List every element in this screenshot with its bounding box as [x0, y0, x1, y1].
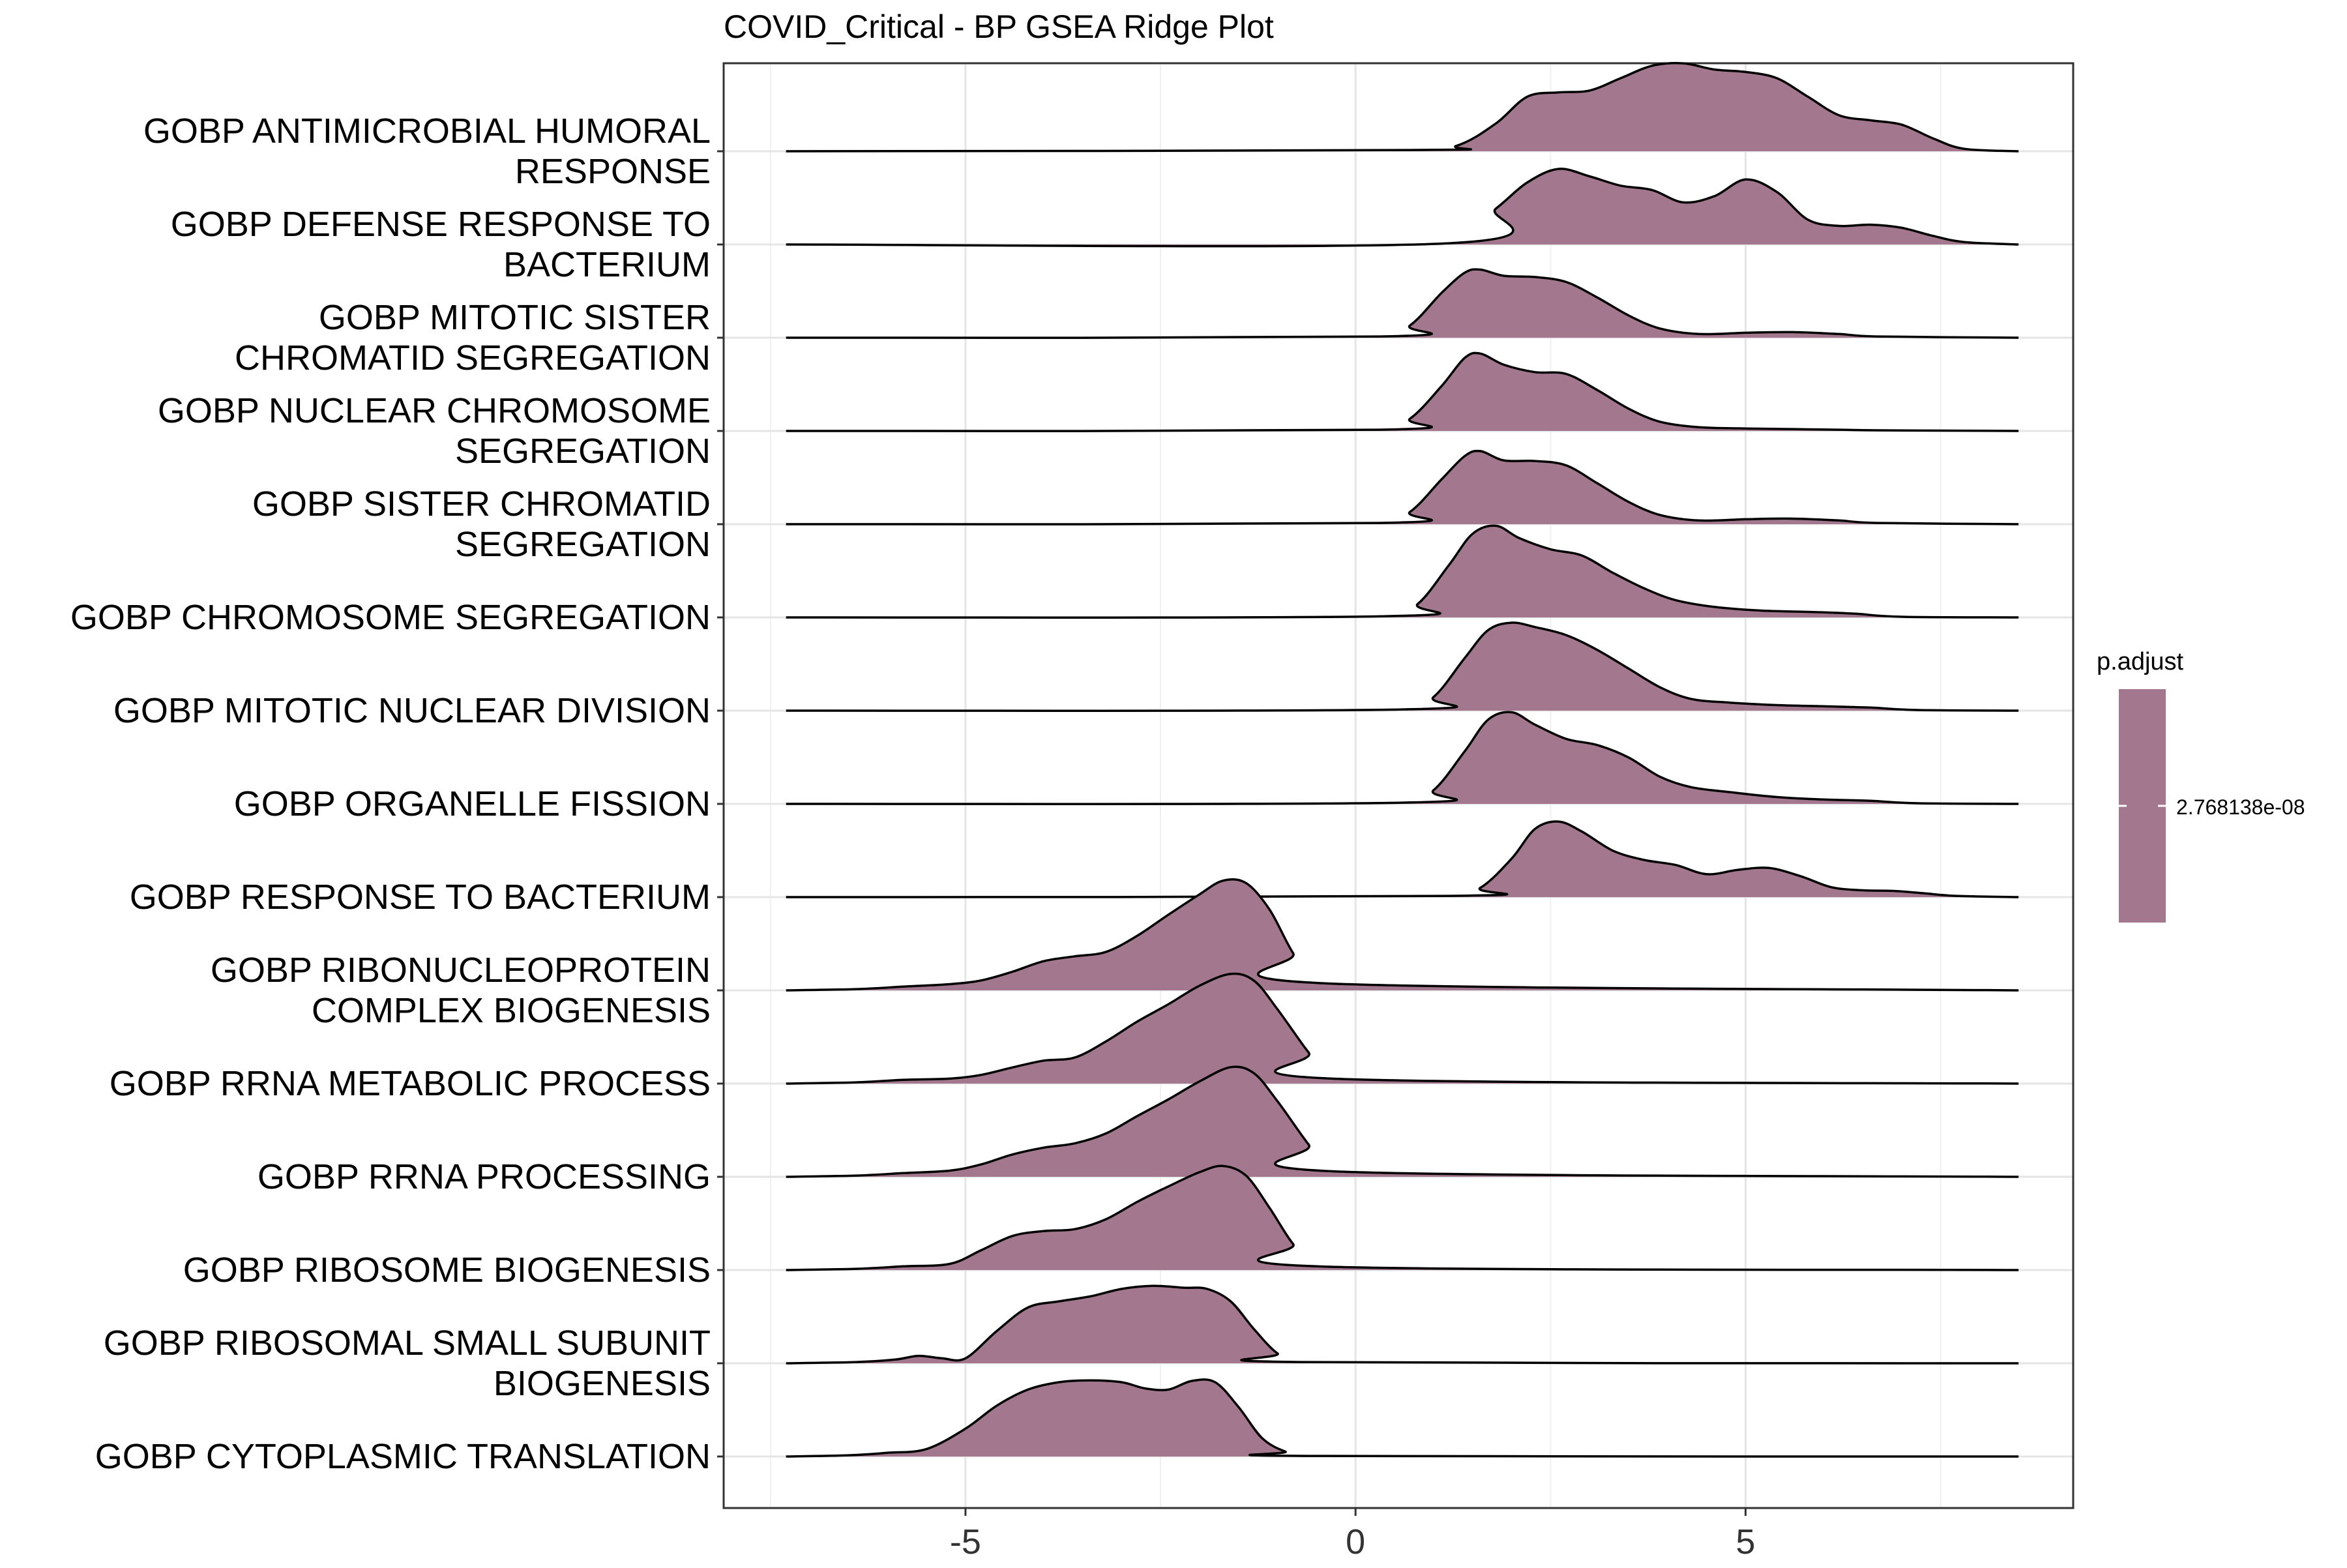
y-axis-label: GOBP RESPONSE TO BACTERIUM	[130, 878, 711, 917]
ridge-fill	[786, 1067, 2019, 1177]
ridge-outline	[786, 878, 2019, 992]
ridges	[786, 61, 2019, 1458]
ridge-series	[786, 972, 2019, 1085]
y-axis-label: GOBP CHROMOSOME SEGREGATION	[70, 598, 711, 637]
y-axis-label: GOBP ANTIMICROBIAL HUMORAL	[143, 111, 711, 151]
y-axis-label: COMPLEX BIOGENESIS	[312, 991, 711, 1030]
ridge-outline	[786, 1378, 2019, 1458]
legend-value-label: 2.768138e-08	[2176, 795, 2305, 819]
y-axis-label: BACTERIUM	[503, 245, 711, 284]
ridge-fill	[786, 168, 2019, 246]
ridge-outline	[786, 820, 2019, 898]
ridge-outline	[786, 1284, 2019, 1365]
y-axis-label: SEGREGATION	[455, 525, 711, 564]
ridge-series	[786, 711, 2019, 805]
y-axis-label: GOBP RRNA PROCESSING	[258, 1157, 711, 1196]
ridge-fill	[786, 1379, 2019, 1457]
x-tick-label: 5	[1735, 1522, 1755, 1561]
y-axis-label: GOBP CYTOPLASMIC TRANSLATION	[95, 1437, 711, 1476]
ridge-series	[786, 168, 2019, 248]
ridge-series	[786, 61, 2019, 153]
y-axis-label: BIOGENESIS	[494, 1364, 711, 1403]
ridge-outline	[786, 351, 2019, 432]
ridge-fill	[786, 973, 2019, 1084]
ridge-outline	[786, 1065, 2019, 1178]
y-axis-label: GOBP ORGANELLE FISSION	[234, 784, 711, 823]
y-axis-label: GOBP DEFENSE RESPONSE TO	[171, 205, 711, 244]
ridge-series	[786, 1284, 2019, 1365]
ridge-fill	[786, 63, 2019, 151]
ridge-outline	[786, 1164, 2019, 1271]
ridge-series	[786, 351, 2019, 432]
ridge-fill	[786, 1166, 2019, 1270]
y-axis-label: GOBP MITOTIC SISTER	[319, 298, 711, 337]
ridge-series	[786, 1065, 2019, 1178]
y-axis-label: GOBP MITOTIC NUCLEAR DIVISION	[113, 691, 711, 730]
y-axis-label: GOBP RIBOSOMAL SMALL SUBUNIT	[104, 1324, 711, 1363]
ridge-outline	[786, 449, 2019, 525]
x-tick-label: 0	[1346, 1522, 1365, 1561]
ridge-series	[786, 268, 2019, 339]
y-axis-label: GOBP RIBOSOME BIOGENESIS	[183, 1250, 711, 1290]
ridge-outline	[786, 268, 2019, 339]
y-axis-label: GOBP NUCLEAR CHROMOSOME	[158, 391, 711, 430]
ridge-series	[786, 1378, 2019, 1458]
ridge-series	[786, 449, 2019, 525]
ridge-outline	[786, 61, 2019, 153]
ridge-outline	[786, 972, 2019, 1085]
x-axis: -5 0 5	[950, 1508, 1755, 1561]
y-axis-label: SEGREGATION	[455, 432, 711, 471]
x-tick-label: -5	[950, 1522, 981, 1561]
ridge-outline	[786, 621, 2019, 712]
legend: p.adjust 2.768138e-08	[2097, 648, 2305, 923]
y-axis-label: RESPONSE	[515, 152, 711, 191]
chart-title: COVID_Critical - BP GSEA Ridge Plot	[724, 8, 1274, 45]
y-axis-label: GOBP RIBONUCLEOPROTEIN	[211, 951, 711, 990]
ridge-series	[786, 621, 2019, 712]
ridge-outline	[786, 711, 2019, 805]
ridge-series	[786, 1164, 2019, 1271]
ridge-series	[786, 820, 2019, 898]
y-axis-label: GOBP SISTER CHROMATID	[252, 484, 711, 524]
y-axis-label: CHROMATID SEGREGATION	[235, 338, 711, 377]
ridge-outline	[786, 168, 2019, 248]
ridge-fill	[786, 821, 2019, 897]
ridge-series	[786, 524, 2019, 619]
panel-border	[722, 62, 2074, 1509]
ridge-outline	[786, 524, 2019, 619]
y-axis-label: GOBP RRNA METABOLIC PROCESS	[110, 1064, 711, 1103]
ridge-fill	[786, 879, 2019, 990]
ridge-fill	[786, 1286, 2019, 1363]
legend-title: p.adjust	[2097, 648, 2184, 675]
ridge-series	[786, 878, 2019, 992]
